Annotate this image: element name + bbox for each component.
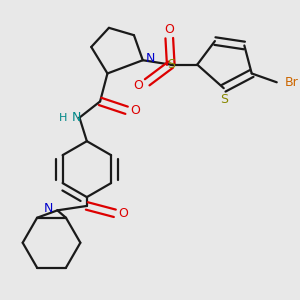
Text: N: N bbox=[44, 202, 53, 215]
Text: S: S bbox=[167, 58, 175, 71]
Text: O: O bbox=[130, 104, 140, 117]
Text: H: H bbox=[59, 113, 68, 123]
Text: O: O bbox=[119, 207, 129, 220]
Text: Br: Br bbox=[285, 76, 299, 89]
Text: S: S bbox=[220, 94, 228, 106]
Text: O: O bbox=[164, 23, 174, 36]
Text: N: N bbox=[146, 52, 155, 65]
Text: N: N bbox=[72, 111, 81, 124]
Text: O: O bbox=[133, 79, 143, 92]
